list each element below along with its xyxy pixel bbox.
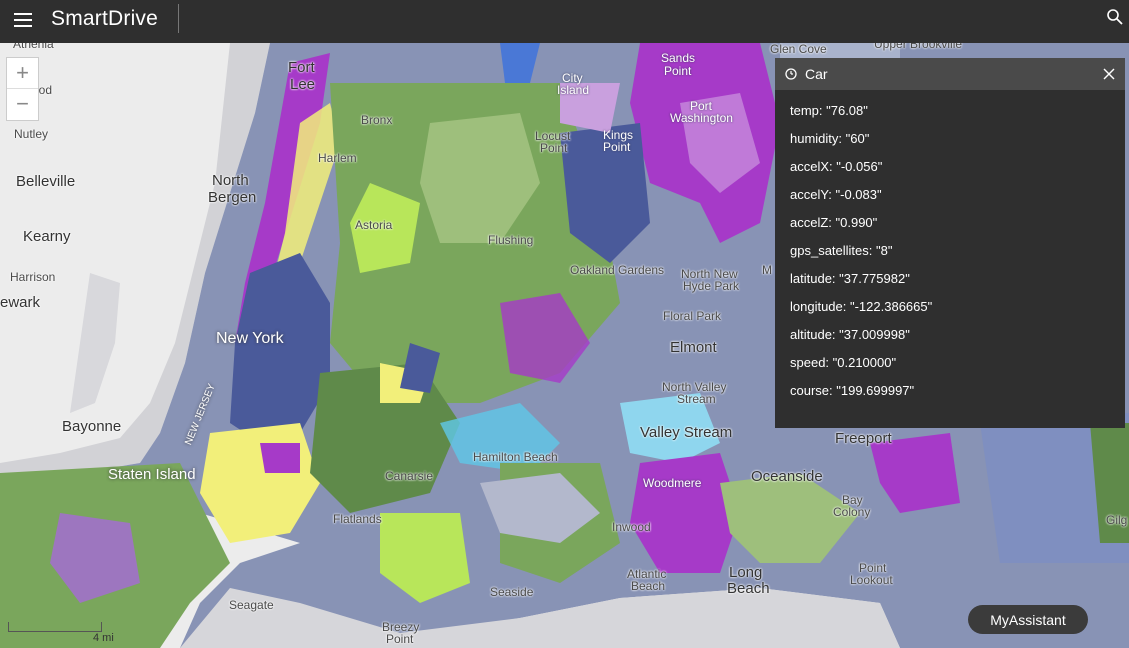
map-label: Floral Park <box>663 309 722 323</box>
zoom-in-button[interactable]: + <box>16 60 29 85</box>
map-label: Point <box>664 64 692 78</box>
scale-bar <box>8 622 102 632</box>
map-label: Point <box>386 632 414 646</box>
map-label: Oakland Gardens <box>570 263 665 277</box>
clock-icon <box>785 68 797 80</box>
map-label: New York <box>216 330 284 347</box>
hamburger-menu-icon[interactable] <box>12 9 34 31</box>
map-label: Inwood <box>612 520 651 534</box>
search-icon[interactable] <box>1106 8 1124 26</box>
map-label: Beach <box>727 580 770 597</box>
map-label: Bronx <box>361 113 393 127</box>
map-label: Port <box>690 99 713 113</box>
map-label: Point <box>603 140 631 154</box>
map-label: Staten Island <box>108 466 196 483</box>
popup-attribute: accelY: "-0.083" <box>790 187 882 202</box>
map-label: Harrison <box>10 270 56 284</box>
top-bar: SmartDrive <box>0 0 1129 43</box>
map-label: Hamilton Beach <box>473 450 558 464</box>
map-label: Point <box>859 561 887 575</box>
app-title: SmartDrive <box>51 7 159 30</box>
map-label: Belleville <box>16 173 76 190</box>
map-label: Flatlands <box>333 512 382 526</box>
map-label: Seagate <box>229 598 274 612</box>
map-label: Stream <box>677 392 716 406</box>
map-label: Sands <box>661 51 696 65</box>
zoom-out-button[interactable]: − <box>7 88 38 119</box>
map-label: Bayonne <box>62 418 122 435</box>
map-label: North Valley <box>662 380 727 394</box>
popup-attribute: humidity: "60" <box>790 131 870 146</box>
map-label: Washington <box>670 111 733 125</box>
popup-attribute: accelZ: "0.990" <box>790 215 878 230</box>
title-divider <box>178 4 179 33</box>
popup-attribute: latitude: "37.775982" <box>790 271 910 286</box>
map-label: Gilg <box>1106 513 1128 527</box>
map-label: Kearny <box>23 228 71 245</box>
map-label: Nutley <box>14 127 49 141</box>
zoom-control: + − <box>6 57 39 121</box>
map-label: Long <box>729 564 763 581</box>
map-label: Upper Brookville <box>874 43 963 51</box>
popup-attribute: accelX: "-0.056" <box>790 159 883 174</box>
close-icon[interactable] <box>1102 67 1116 81</box>
popup-header: Car <box>775 58 1125 90</box>
map-label: Seaside <box>490 585 534 599</box>
map-label: Point <box>540 141 568 155</box>
map-label: Fort <box>288 59 315 76</box>
popup-attribute: gps_satellites: "8" <box>790 243 893 258</box>
popup-attribute: temp: "76.08" <box>790 103 868 118</box>
popup-attribute: speed: "0.210000" <box>790 355 897 370</box>
popup-attribute: longitude: "-122.386665" <box>790 299 933 314</box>
map-label: Flushing <box>488 233 534 247</box>
map-label: Bergen <box>208 189 257 206</box>
popup-title: Car <box>805 66 828 82</box>
map-label: Beach <box>631 579 666 593</box>
map-label: Glen Cove <box>770 43 827 56</box>
map-label: North New <box>681 267 738 281</box>
map-label: Colony <box>833 505 871 519</box>
map-label: Freeport <box>835 430 892 447</box>
map-label: Oceanside <box>751 468 823 485</box>
popup-attribute: course: "199.699997" <box>790 383 915 398</box>
map-label: ewark <box>0 294 41 311</box>
map-label: Lee <box>290 76 316 93</box>
map-label: Canarsie <box>385 469 434 483</box>
map-label: North <box>212 172 249 189</box>
scale-label: 4 mi <box>93 632 114 644</box>
map-label: Astoria <box>355 218 393 232</box>
map-label: Lookout <box>850 573 893 587</box>
map-label: Valley Stream <box>640 424 733 441</box>
map-label: Breezy <box>382 620 420 634</box>
map-label: Hyde Park <box>683 279 740 293</box>
map-label: City <box>562 71 583 85</box>
map-label: Woodmere <box>643 476 702 490</box>
my-assistant-button[interactable]: MyAssistant <box>968 605 1088 634</box>
feature-popup: Car temp: "76.08" humidity: "60" accelX:… <box>775 58 1125 428</box>
popup-attributes: temp: "76.08" humidity: "60" accelX: "-0… <box>775 90 1125 412</box>
map-label: Harlem <box>318 151 357 165</box>
map-label: Island <box>557 83 590 97</box>
map-label: Atlantic <box>627 567 667 581</box>
map-label: Kings <box>603 128 634 142</box>
map-label: Locust <box>535 129 571 143</box>
map-label: M <box>762 263 772 277</box>
map-label: Athenia <box>13 43 54 51</box>
map-label: Elmont <box>670 339 717 356</box>
map-label: Bay <box>842 493 863 507</box>
popup-attribute: altitude: "37.009998" <box>790 327 910 342</box>
